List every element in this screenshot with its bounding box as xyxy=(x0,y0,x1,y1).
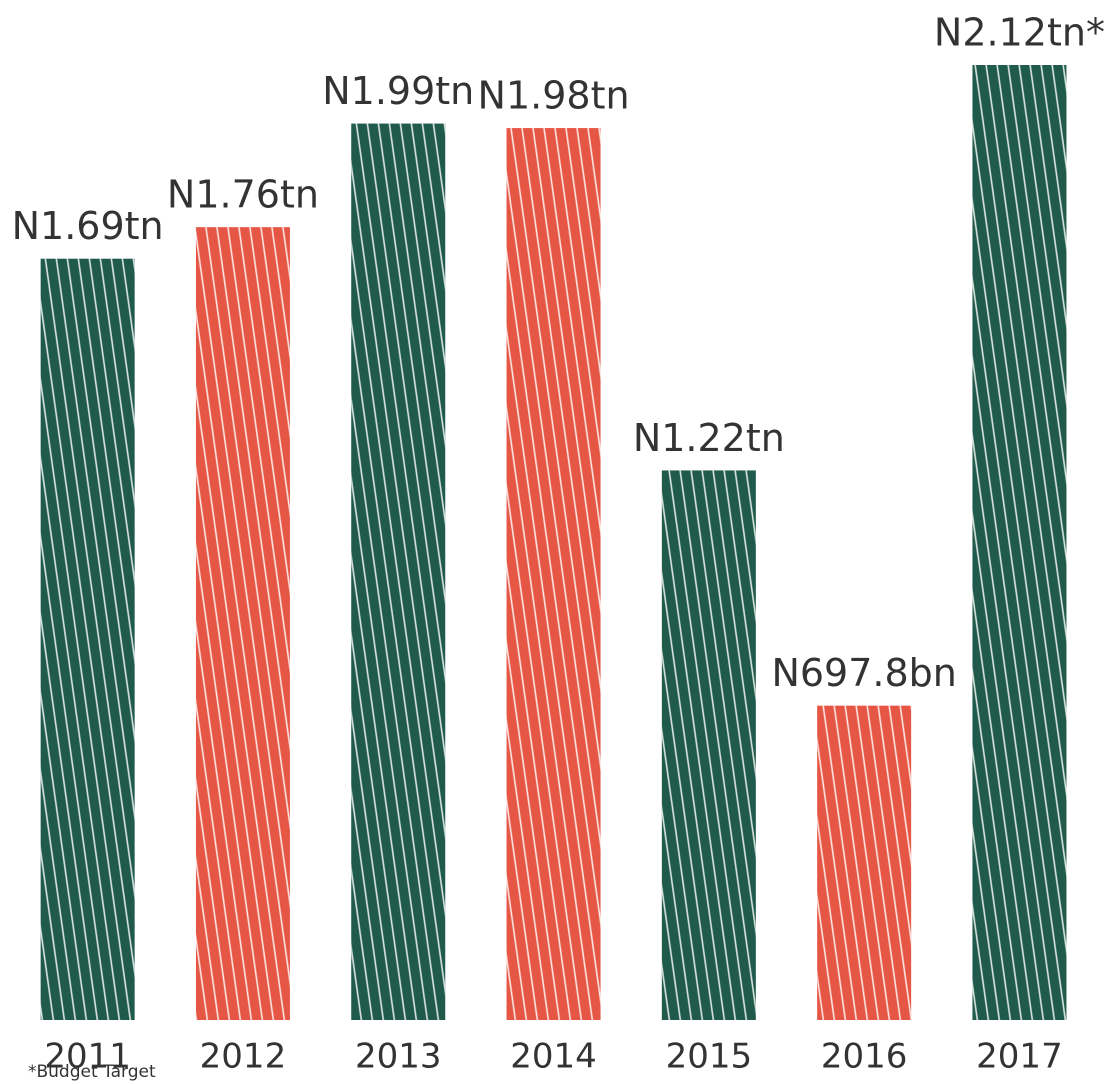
value-label: N1.76tn xyxy=(167,173,319,217)
x-tick-label: 2014 xyxy=(510,1037,597,1077)
footnote: *Budget Target xyxy=(28,1062,156,1082)
x-tick-label: 2015 xyxy=(666,1037,753,1077)
value-label: N1.69tn xyxy=(12,204,164,248)
x-tick-label: 2016 xyxy=(821,1037,908,1077)
value-label: N2.12tn* xyxy=(934,11,1105,55)
x-tick-label: 2013 xyxy=(355,1037,442,1077)
value-label: N1.98tn xyxy=(478,74,630,118)
x-tick-label: 2012 xyxy=(200,1037,287,1077)
bar-stripes xyxy=(817,705,912,1020)
value-label: N1.22tn xyxy=(633,416,785,460)
bar-stripes xyxy=(195,227,290,1021)
value-label: N697.8bn xyxy=(771,651,956,695)
bar-stripes xyxy=(40,258,135,1020)
bar-stripes xyxy=(506,128,601,1020)
value-label: N1.99tn xyxy=(322,69,474,113)
bar-stripes xyxy=(661,470,756,1020)
bar-stripes xyxy=(351,123,446,1020)
x-tick-label: 2011 xyxy=(44,1037,131,1077)
bar-stripes xyxy=(972,65,1067,1020)
x-tick-label: 2017 xyxy=(976,1037,1063,1077)
